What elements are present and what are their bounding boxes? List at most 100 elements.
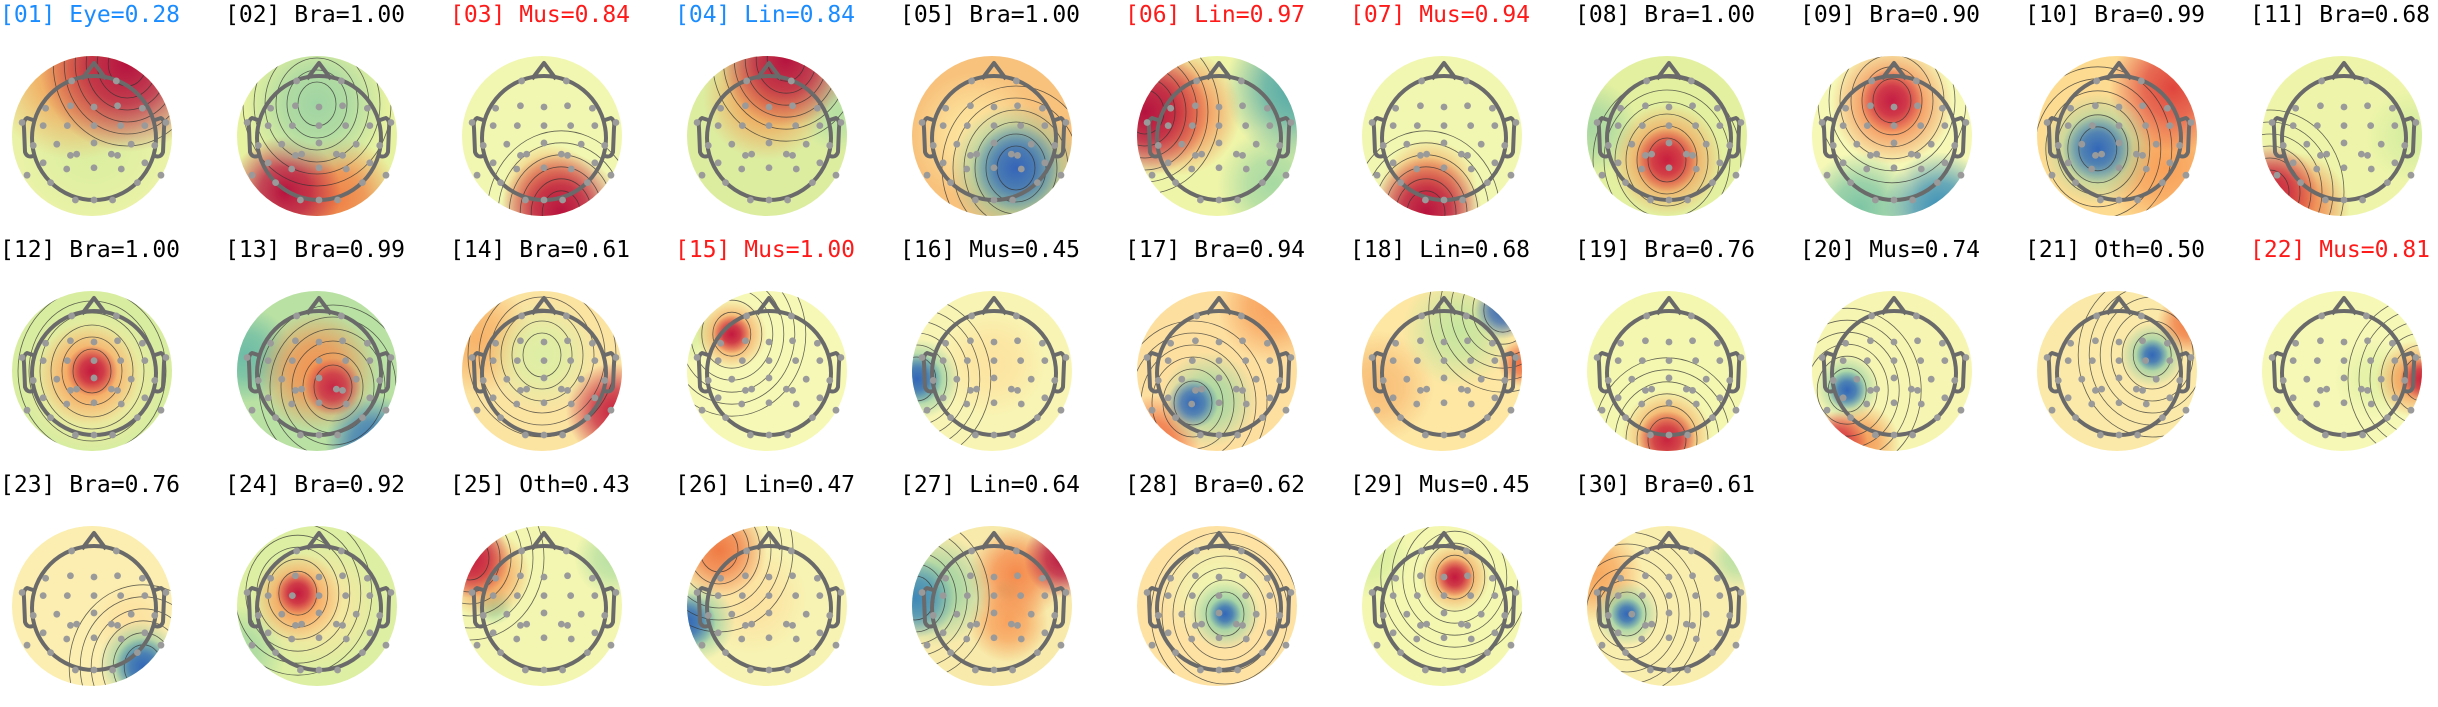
right-ear-icon <box>1054 351 1067 394</box>
component-panel-15[interactable]: [15] Mus=1.00 <box>675 237 900 472</box>
topomap <box>1362 291 1522 451</box>
component-label: [06] Lin=0.97 <box>1125 2 1306 28</box>
topomap <box>1137 291 1297 451</box>
nose-icon <box>1430 61 1458 81</box>
component-panel-17[interactable]: [17] Bra=0.94 <box>1125 237 1350 472</box>
left-ear-icon <box>2271 116 2284 159</box>
sensor-markers <box>1593 77 1745 204</box>
component-panel-11[interactable]: [11] Bra=0.68 <box>2250 2 2438 237</box>
component-label: [17] Bra=0.94 <box>1125 237 1306 263</box>
topomap <box>2037 291 2197 451</box>
component-label: [12] Bra=1.00 <box>0 237 181 263</box>
left-ear-icon <box>921 586 934 629</box>
component-panel-01[interactable]: [01] Eye=0.28 <box>0 2 225 237</box>
component-panel-09[interactable]: [09] Bra=0.90 <box>1800 2 2025 237</box>
sensor-markers <box>1818 312 1970 439</box>
component-panel-19[interactable]: [19] Bra=0.76 <box>1575 237 1800 472</box>
left-ear-icon <box>1146 586 1159 629</box>
left-ear-icon <box>246 116 259 159</box>
topomap <box>1362 526 1522 686</box>
right-ear-icon <box>1954 116 1967 159</box>
component-panel-10[interactable]: [10] Bra=0.99 <box>2025 2 2250 237</box>
component-label: [10] Bra=0.99 <box>2025 2 2206 28</box>
right-ear-icon <box>1504 116 1517 159</box>
component-panel-07[interactable]: [07] Mus=0.94 <box>1350 2 1575 237</box>
component-panel-23[interactable]: [23] Bra=0.76 <box>0 472 225 707</box>
left-ear-icon <box>1371 351 1384 394</box>
component-panel-24[interactable]: [24] Bra=0.92 <box>225 472 450 707</box>
component-panel-02[interactable]: [02] Bra=1.00 <box>225 2 450 237</box>
sensor-markers <box>18 547 170 674</box>
component-label: [18] Lin=0.68 <box>1350 237 1531 263</box>
sensor-markers <box>693 312 845 439</box>
nose-icon <box>1655 61 1683 81</box>
nose-icon <box>1205 531 1233 551</box>
left-ear-icon <box>921 351 934 394</box>
component-label: [13] Bra=0.99 <box>225 237 406 263</box>
component-panel-18[interactable]: [18] Lin=0.68 <box>1350 237 1575 472</box>
component-label: [20] Mus=0.74 <box>1800 237 1981 263</box>
topomap <box>687 56 847 216</box>
topomap-field <box>462 56 622 216</box>
component-panel-08[interactable]: [08] Bra=1.00 <box>1575 2 1800 237</box>
nose-icon <box>1655 296 1683 316</box>
component-panel-04[interactable]: [04] Lin=0.84 <box>675 2 900 237</box>
left-ear-icon <box>696 116 709 159</box>
component-panel-21[interactable]: [21] Oth=0.50 <box>2025 237 2250 472</box>
right-ear-icon <box>1954 351 1967 394</box>
topomap <box>237 291 397 451</box>
component-panel-03[interactable]: [03] Mus=0.84 <box>450 2 675 237</box>
right-ear-icon <box>1504 586 1517 629</box>
component-panel-20[interactable]: [20] Mus=0.74 <box>1800 237 2025 472</box>
component-label: [27] Lin=0.64 <box>900 472 1081 498</box>
component-label: [30] Bra=0.61 <box>1575 472 1756 498</box>
component-panel-13[interactable]: [13] Bra=0.99 <box>225 237 450 472</box>
nose-icon <box>755 296 783 316</box>
topomap <box>912 291 1072 451</box>
component-panel-29[interactable]: [29] Mus=0.45 <box>1350 472 1575 707</box>
nose-icon <box>80 61 108 81</box>
topomap <box>912 526 1072 686</box>
nose-icon <box>1430 296 1458 316</box>
sensor-markers <box>1368 547 1520 674</box>
left-ear-icon <box>1596 351 1609 394</box>
component-panel-22[interactable]: [22] Mus=0.81 <box>2250 237 2438 472</box>
component-panel-27[interactable]: [27] Lin=0.64 <box>900 472 1125 707</box>
right-ear-icon <box>2179 116 2192 159</box>
nose-icon <box>530 61 558 81</box>
topomap <box>1137 56 1297 216</box>
component-label: [25] Oth=0.43 <box>450 472 631 498</box>
component-panel-25[interactable]: [25] Oth=0.43 <box>450 472 675 707</box>
left-ear-icon <box>21 586 34 629</box>
component-panel-28[interactable]: [28] Bra=0.62 <box>1125 472 1350 707</box>
sensor-markers <box>18 312 170 439</box>
topomap <box>462 526 622 686</box>
right-ear-icon <box>829 116 842 159</box>
topomap <box>462 291 622 451</box>
left-ear-icon <box>921 116 934 159</box>
component-label: [03] Mus=0.84 <box>450 2 631 28</box>
component-panel-26[interactable]: [26] Lin=0.47 <box>675 472 900 707</box>
nose-icon <box>2330 61 2358 81</box>
component-panel-14[interactable]: [14] Bra=0.61 <box>450 237 675 472</box>
topomap <box>2037 56 2197 216</box>
component-label: [29] Mus=0.45 <box>1350 472 1531 498</box>
right-ear-icon <box>1054 116 1067 159</box>
right-ear-icon <box>379 116 392 159</box>
left-ear-icon <box>2046 116 2059 159</box>
component-panel-06[interactable]: [06] Lin=0.97 <box>1125 2 1350 237</box>
left-ear-icon <box>2046 351 2059 394</box>
topomap-field <box>1137 56 1297 216</box>
nose-icon <box>1205 296 1233 316</box>
right-ear-icon <box>1504 351 1517 394</box>
component-panel-12[interactable]: [12] Bra=1.00 <box>0 237 225 472</box>
head-outline <box>21 531 167 672</box>
right-ear-icon <box>2404 351 2417 394</box>
sensor-markers <box>243 312 395 439</box>
component-panel-30[interactable]: [30] Bra=0.61 <box>1575 472 1800 707</box>
topomap <box>912 56 1072 216</box>
topomap <box>1812 56 1972 216</box>
nose-icon <box>755 61 783 81</box>
component-panel-16[interactable]: [16] Mus=0.45 <box>900 237 1125 472</box>
component-panel-05[interactable]: [05] Bra=1.00 <box>900 2 1125 237</box>
